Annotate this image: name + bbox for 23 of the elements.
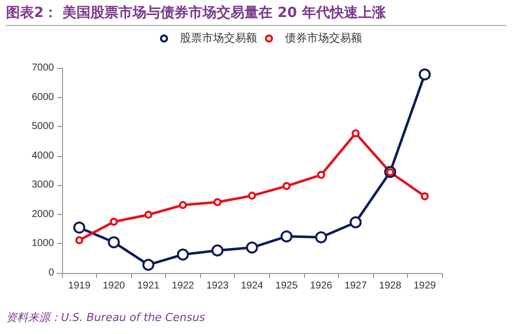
x-tick-label: 1920: [102, 280, 126, 292]
x-tick-label: 1923: [206, 280, 230, 292]
chart-title: 图表2： 美国股票市场与债券市场交易量在 20 年代快速上涨: [6, 4, 506, 26]
y-tick-label: 1000: [32, 238, 54, 250]
legend-label: 股票市场交易额: [180, 32, 257, 44]
x-tick-label: 1921: [137, 280, 160, 292]
legend-label: 债券市场交易额: [285, 32, 362, 44]
x-tick-label: 1927: [344, 280, 368, 292]
y-tick-label: 2000: [32, 208, 54, 220]
y-tick-label: 5000: [32, 121, 54, 132]
y-tick-label: 7000: [32, 62, 54, 74]
x-tick-label: 1919: [68, 280, 91, 292]
y-tick-label: 3000: [32, 180, 54, 191]
x-tick-label: 1929: [414, 280, 436, 292]
y-tick-label: 6000: [32, 92, 54, 103]
x-tick-label: 1928: [379, 280, 402, 292]
y-tick-label: 0: [48, 268, 54, 278]
x-tick-label: 1924: [240, 280, 264, 292]
text: 资料来源：U.S. Bureau of the Census: [6, 310, 206, 325]
x-tick-label: 1926: [310, 280, 333, 292]
x-tick-label: 1922: [172, 280, 194, 292]
x-tick-label: 1925: [275, 280, 298, 292]
y-tick-label: 4000: [32, 150, 54, 162]
